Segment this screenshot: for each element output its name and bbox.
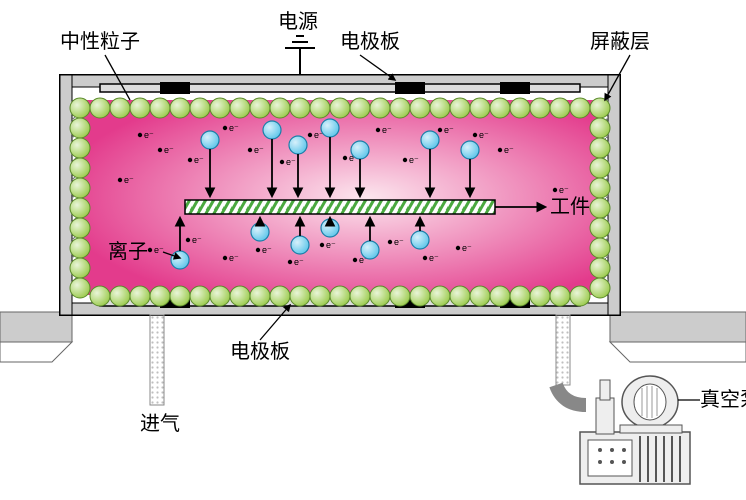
label-ion: 离子 bbox=[108, 240, 148, 263]
plasma-chamber-diagram: e⁻ e⁻ e⁻ e⁻ e⁻ e⁻ e⁻ e⁻ e⁻ e⁻ e⁻ e⁻ e⁻ e⁻ e⁻ e⁻ e⁻ e⁻ e⁻ e⁻… bbox=[0, 0, 746, 500]
svg-text:e⁻: e⁻ bbox=[124, 175, 134, 185]
svg-text:e⁻: e⁻ bbox=[444, 125, 454, 135]
svg-text:e⁻: e⁻ bbox=[429, 253, 439, 263]
svg-text:e⁻: e⁻ bbox=[229, 123, 239, 133]
svg-text:e⁻: e⁻ bbox=[286, 157, 296, 167]
plasma-region bbox=[82, 100, 598, 295]
svg-text:e⁻: e⁻ bbox=[154, 245, 164, 255]
label-neutral-particle: 中性粒子 bbox=[60, 30, 140, 53]
svg-text:e⁻: e⁻ bbox=[229, 253, 239, 263]
svg-text:e⁻: e⁻ bbox=[394, 237, 404, 247]
svg-text:e⁻: e⁻ bbox=[326, 240, 336, 250]
svg-text:e⁻: e⁻ bbox=[504, 145, 514, 155]
svg-text:e⁻: e⁻ bbox=[409, 155, 419, 165]
workpiece bbox=[185, 200, 545, 214]
svg-text:e⁻: e⁻ bbox=[479, 130, 489, 140]
svg-text:e⁻: e⁻ bbox=[559, 185, 569, 195]
power-source-symbol bbox=[285, 36, 315, 75]
base-slab bbox=[0, 312, 746, 362]
label-electrode-bottom: 电极板 bbox=[230, 340, 290, 363]
svg-text:e⁻: e⁻ bbox=[462, 243, 472, 253]
svg-text:e⁻: e⁻ bbox=[164, 145, 174, 155]
label-vacuum-pump: 真空泵 bbox=[700, 388, 746, 411]
svg-text:e⁻: e⁻ bbox=[192, 235, 202, 245]
svg-text:e⁻: e⁻ bbox=[262, 245, 272, 255]
svg-text:e⁻: e⁻ bbox=[382, 125, 392, 135]
svg-text:e⁻: e⁻ bbox=[254, 145, 264, 155]
label-workpiece: 工件 bbox=[550, 195, 590, 218]
label-gas-inlet: 进气 bbox=[140, 412, 180, 435]
label-power-source: 电源 bbox=[278, 10, 318, 33]
label-shield-layer: 屏蔽层 bbox=[590, 30, 650, 53]
svg-text:e⁻: e⁻ bbox=[144, 130, 154, 140]
svg-text:e⁻: e⁻ bbox=[294, 257, 304, 267]
electrode-top bbox=[100, 82, 580, 94]
svg-text:e⁻: e⁻ bbox=[194, 155, 204, 165]
gas-inlet bbox=[150, 315, 164, 405]
label-electrode-top: 电极板 bbox=[340, 30, 400, 53]
